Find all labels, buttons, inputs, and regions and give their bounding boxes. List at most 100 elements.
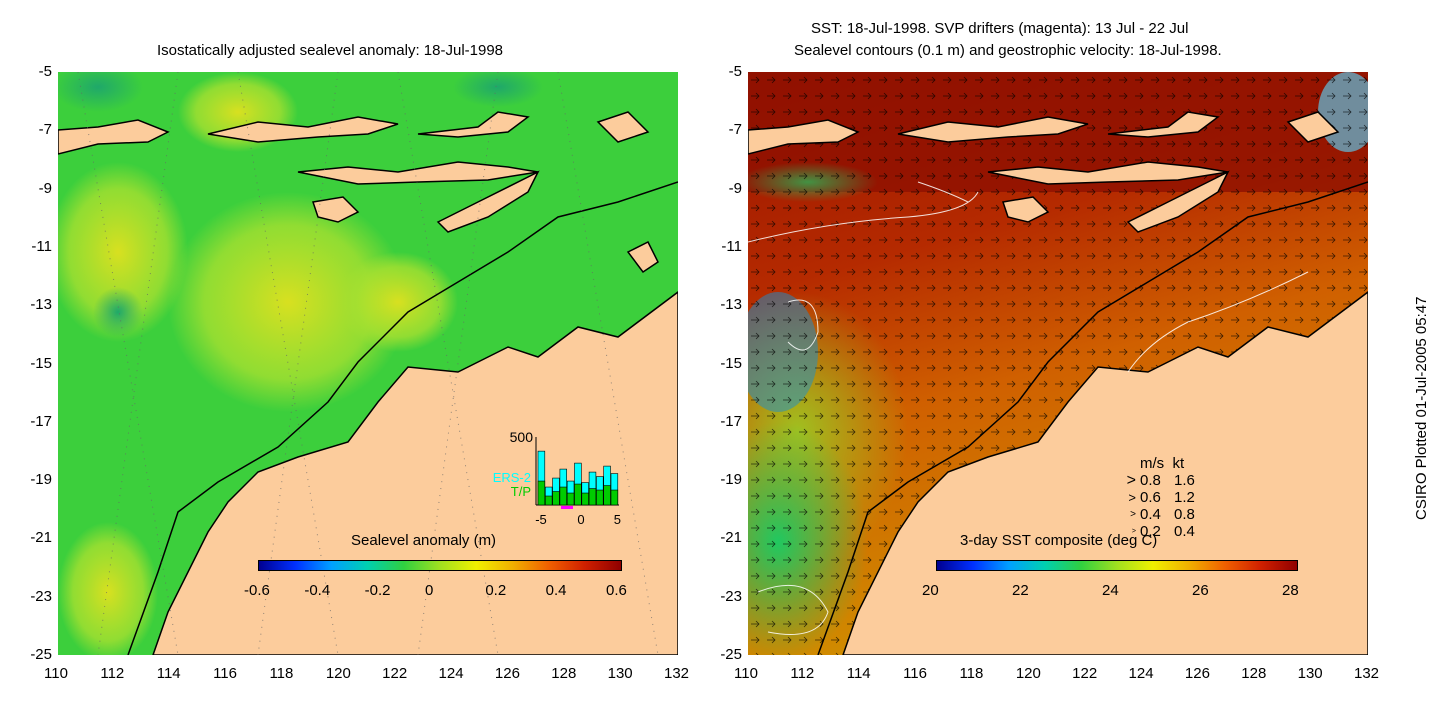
histogram-bar-tp: [574, 483, 582, 506]
credit-text: CSIRO Plotted 01-Jul-2005 05:47: [1413, 296, 1430, 520]
velocity-arrow-icon: >: [1126, 472, 1136, 489]
left-y-tick: -11: [31, 237, 52, 255]
left-y-tick: -25: [30, 646, 52, 663]
sealevel-colorbar-label: Sealevel anomaly (m): [351, 532, 497, 549]
right-y-tick: -7: [728, 121, 742, 139]
velocity-header-ms: m/s: [1140, 455, 1165, 472]
velocity-ms-value: 0.6: [1140, 489, 1161, 506]
left-y-tick: -17: [30, 412, 52, 430]
right-map: m/s kt >0.8 1.6 >0.6 1.2 >0.4 0.8 >0.2 0.4 3-da…: [748, 72, 1368, 655]
sealevel-colorbar: [258, 560, 622, 571]
left-y-tick: -15: [30, 354, 52, 372]
histogram-xtick: 5: [614, 512, 621, 527]
sealevel-colorbar-tick: -0.4: [304, 582, 331, 599]
right-y-tick: -23: [720, 587, 742, 605]
left-y-tick: -5: [38, 63, 52, 80]
histogram-bar-tp: [566, 492, 575, 506]
right-x-tick: 126: [1184, 665, 1210, 682]
velocity-arrow-icon: >: [1131, 528, 1136, 535]
right-y-tick: -9: [728, 179, 742, 197]
right-x-tick: 112: [790, 665, 815, 682]
sealevel-colorbar-tick: 0.6: [606, 582, 627, 599]
left-panel-title: Isostatically adjusted sealevel anomaly:…: [157, 42, 504, 59]
sst-colorbar-tick: 22: [1012, 582, 1029, 599]
histogram-bar-tp: [610, 489, 619, 506]
sst-colorbar: [936, 560, 1298, 571]
histogram-bar-tp: [544, 495, 553, 506]
left-y-tick: -7: [38, 121, 52, 139]
histogram-bar-tp: [603, 485, 611, 506]
histogram-y-label: 500: [510, 430, 534, 445]
left-y-tick: -13: [30, 296, 52, 314]
sst-colorbar-tick: 26: [1192, 582, 1209, 599]
left-y-tick: -9: [38, 179, 52, 197]
left-x-tick: 132: [664, 665, 690, 682]
histogram-bar-tp: [559, 486, 568, 506]
left-x-tick: 122: [382, 665, 408, 682]
left-x-tick: 124: [438, 665, 464, 682]
velocity-kt-value: 0.4: [1174, 523, 1195, 540]
histogram-bar-tp: [596, 489, 604, 506]
histogram-bar-tp: [581, 492, 589, 506]
left-x-tick: 112: [100, 665, 125, 682]
histogram-xtick: 0: [577, 512, 584, 527]
right-x-tick: 120: [1015, 665, 1041, 682]
right-y-tick: -15: [720, 354, 742, 372]
altimeter-histogram: 500 ERS-2 T/P -5 0 5: [493, 430, 621, 527]
left-x-tick: 128: [551, 665, 577, 682]
velocity-kt-value: 0.8: [1174, 506, 1195, 523]
velocity-ms-value: 0.8: [1140, 472, 1161, 489]
right-x-tick: 128: [1241, 665, 1267, 682]
velocity-arrow-icon: >: [1130, 509, 1136, 520]
velocity-legend-row: >0.2 0.4: [1114, 523, 1195, 540]
left-x-tick: 114: [156, 665, 181, 682]
velocity-kt-value: 1.2: [1174, 489, 1195, 506]
left-y-tick: -21: [30, 529, 52, 547]
histogram-bar-tp: [552, 491, 560, 506]
right-y-tick: -17: [720, 412, 742, 430]
sealevel-colorbar-tick: 0.2: [485, 582, 507, 599]
velocity-ms-value: 0.4: [1140, 506, 1161, 523]
left-map: 500 ERS-2 T/P -5 0 5 Sealevel anomaly (m…: [58, 72, 678, 655]
left-x-tick: 116: [213, 665, 237, 682]
right-y-tick: -13: [720, 296, 742, 314]
velocity-legend-row: >0.4 0.8: [1114, 506, 1195, 523]
left-y-tick: -19: [30, 471, 52, 489]
histogram-xtick: -5: [535, 512, 547, 527]
left-x-tick: 126: [494, 665, 520, 682]
sst-colorbar-label: 3-day SST composite (deg C): [960, 532, 1158, 549]
sst-colorbar-tick: 24: [1102, 582, 1119, 599]
sst-colorbar-tick: 28: [1282, 582, 1299, 599]
right-x-tick: 118: [959, 665, 984, 682]
right-x-tick: 130: [1297, 665, 1323, 682]
right-x-tick: 116: [903, 665, 927, 682]
sealevel-colorbar-tick: -0.2: [364, 582, 391, 599]
histogram-bar-tp: [588, 488, 597, 506]
left-y-tick: -23: [30, 587, 52, 605]
sst-map: [748, 72, 1368, 655]
left-x-tick: 118: [269, 665, 294, 682]
histogram-label-ers2: ERS-2: [493, 470, 531, 485]
right-x-tick: 114: [846, 665, 871, 682]
right-panel-title-line2: Sealevel contours (0.1 m) and geostrophi…: [794, 42, 1222, 59]
right-x-tick: 110: [734, 665, 758, 682]
left-x-tick: 120: [325, 665, 351, 682]
right-y-tick: -11: [721, 237, 742, 255]
right-x-tick: 124: [1128, 665, 1154, 682]
right-y-tick: -5: [728, 63, 742, 80]
histogram-label-tp: T/P: [511, 484, 531, 499]
velocity-ms-value: 0.2: [1140, 523, 1161, 540]
right-x-tick: 122: [1072, 665, 1098, 682]
left-x-tick: 130: [607, 665, 633, 682]
right-x-tick: 132: [1354, 665, 1380, 682]
right-y-tick: -19: [720, 471, 742, 489]
drifter-marker: [561, 506, 573, 509]
velocity-header-kt: kt: [1172, 455, 1185, 472]
right-panel-title-line1: SST: 18-Jul-1998. SVP drifters (magenta)…: [811, 20, 1189, 37]
sealevel-colorbar-tick: 0: [425, 582, 434, 599]
sealevel-colorbar-tick: 0.4: [545, 582, 567, 599]
velocity-kt-value: 1.6: [1174, 472, 1195, 489]
sealevel-colorbar-tick: -0.6: [244, 582, 270, 599]
velocity-legend-row: >0.8 1.6: [1114, 472, 1195, 489]
right-y-tick: -21: [720, 529, 742, 547]
